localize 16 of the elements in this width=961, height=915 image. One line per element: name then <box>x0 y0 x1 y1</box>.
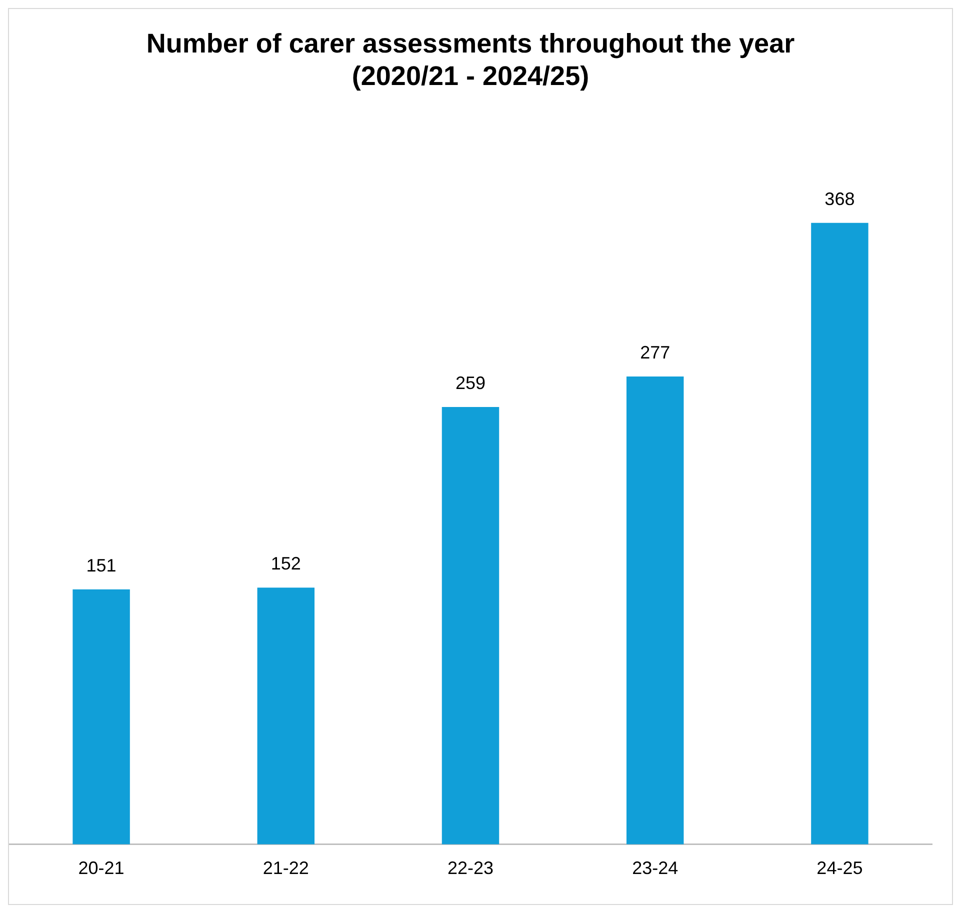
bar <box>442 406 500 844</box>
bar <box>811 222 868 844</box>
data-label: 152 <box>270 554 301 574</box>
x-tick-label: 22-23 <box>447 858 494 878</box>
x-tick-label: 20-21 <box>78 858 124 878</box>
x-tick-label: 24-25 <box>816 858 863 878</box>
chart-title: Number of carer assessments throughout the year (2020/21 - 2024/25) <box>146 28 796 92</box>
data-label: 277 <box>640 342 670 363</box>
bar <box>257 588 315 844</box>
data-label: 368 <box>824 188 855 209</box>
data-label: 151 <box>86 555 116 576</box>
data-label: 259 <box>455 372 486 393</box>
x-tick-label: 23-24 <box>632 858 678 878</box>
bar <box>626 376 684 844</box>
bar <box>72 589 130 844</box>
x-tick-label: 21-22 <box>262 858 309 878</box>
